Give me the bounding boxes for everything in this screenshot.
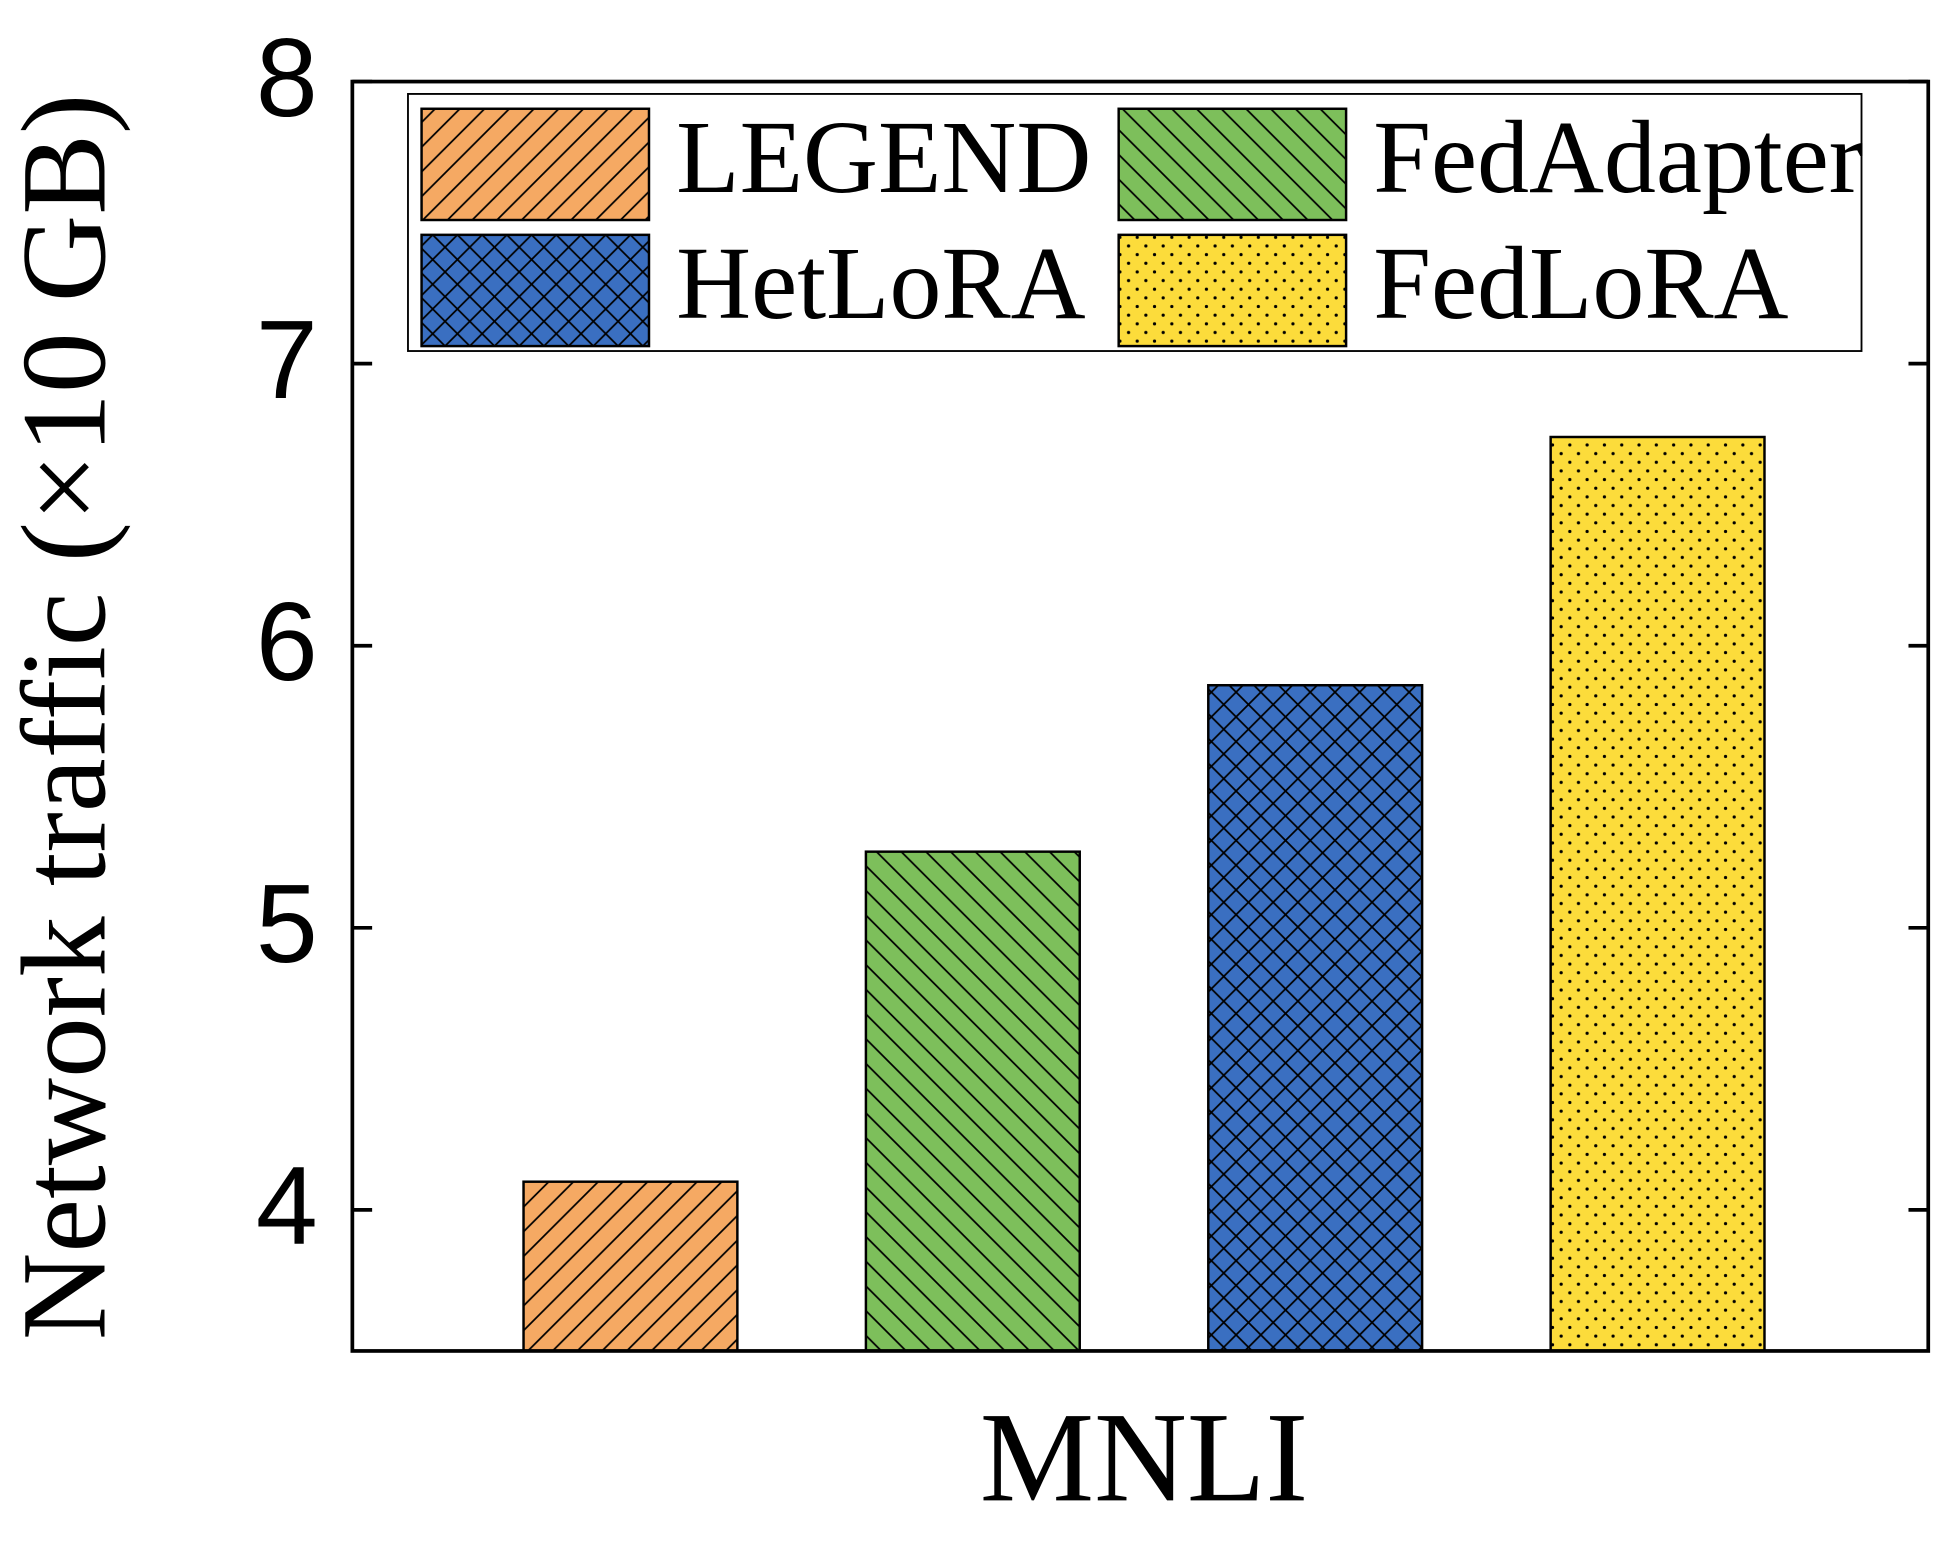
bar: [522, 1180, 739, 1353]
legend-label: LEGEND: [676, 100, 1091, 215]
legend-swatch: [420, 233, 651, 348]
bar: [864, 850, 1081, 1353]
bar: [1549, 435, 1766, 1353]
legend-swatch: [1117, 233, 1348, 348]
y-tick-label: 6: [256, 579, 318, 704]
y-tick-label: 7: [256, 297, 318, 422]
plot-frame: [350, 79, 1931, 1353]
y-axis-label: Network traffic (×10 GB): [0, 94, 132, 1341]
bar: [1207, 683, 1424, 1353]
y-tick-label: 8: [256, 15, 318, 140]
y-tick-label: 5: [256, 861, 318, 986]
x-tick-label: MNLI: [980, 1385, 1308, 1528]
y-tick-label: 4: [256, 1143, 318, 1268]
legend-label: FedLoRA: [1373, 226, 1788, 341]
legend-swatch: [420, 107, 651, 222]
legend-label: FedAdapter: [1373, 100, 1863, 215]
legend-swatch: [1117, 107, 1348, 222]
legend-label: HetLoRA: [676, 226, 1085, 341]
